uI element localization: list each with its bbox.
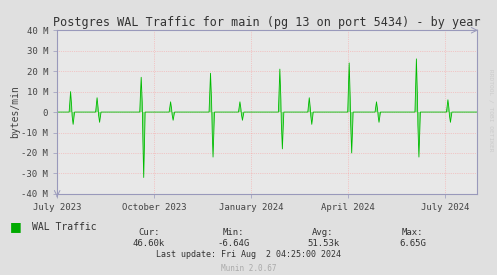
Title: Postgres WAL Traffic for main (pg 13 on port 5434) - by year: Postgres WAL Traffic for main (pg 13 on … — [53, 16, 481, 29]
Text: Min:: Min: — [223, 228, 245, 237]
Text: Max:: Max: — [402, 228, 423, 237]
Text: ■: ■ — [10, 220, 22, 233]
Text: Avg:: Avg: — [312, 228, 334, 237]
Text: Munin 2.0.67: Munin 2.0.67 — [221, 264, 276, 273]
Text: Last update: Fri Aug  2 04:25:00 2024: Last update: Fri Aug 2 04:25:00 2024 — [156, 250, 341, 259]
Text: 46.60k: 46.60k — [133, 239, 165, 248]
Text: -6.64G: -6.64G — [218, 239, 249, 248]
Y-axis label: bytes/min: bytes/min — [10, 86, 20, 139]
Text: 6.65G: 6.65G — [399, 239, 426, 248]
Text: WAL Traffic: WAL Traffic — [32, 222, 97, 232]
Text: RRDTOOL / TOBI OETIKER: RRDTOOL / TOBI OETIKER — [489, 69, 494, 151]
Text: 51.53k: 51.53k — [307, 239, 339, 248]
Text: Cur:: Cur: — [138, 228, 160, 237]
